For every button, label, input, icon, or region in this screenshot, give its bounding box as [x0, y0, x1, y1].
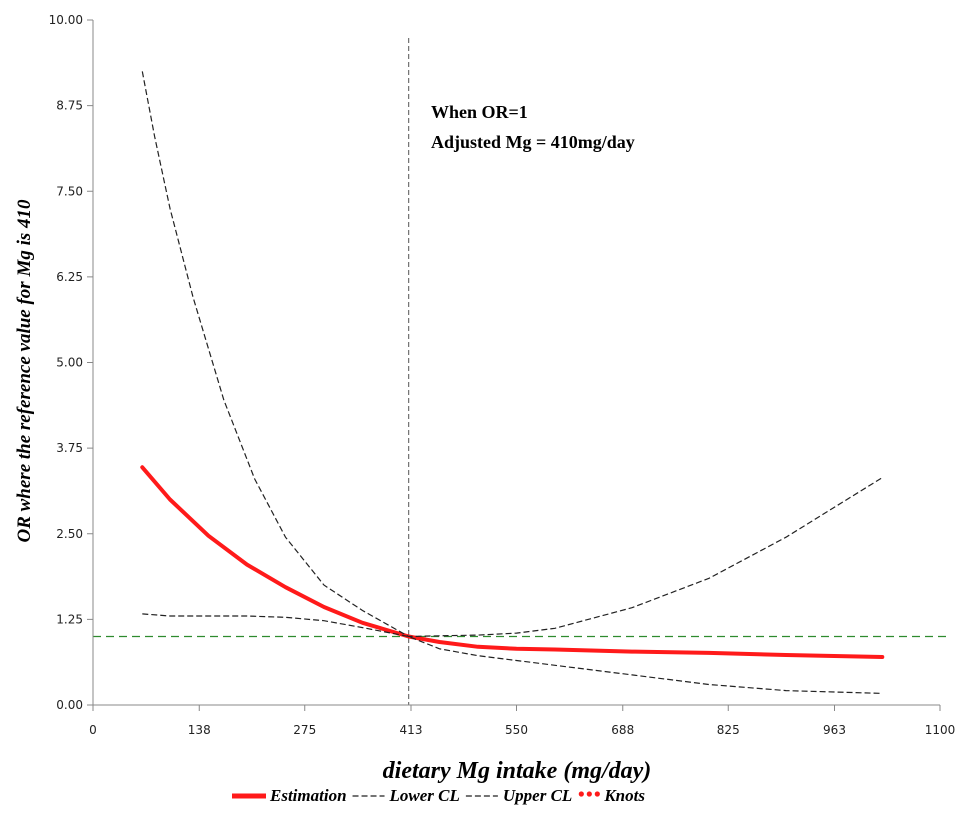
plot-area — [93, 38, 948, 705]
x-tick-label: 138 — [188, 723, 211, 737]
y-tick-label: 10.00 — [49, 13, 83, 27]
x-axis-title: dietary Mg intake (mg/day) — [383, 758, 652, 784]
y-tick-label: 2.50 — [56, 527, 83, 541]
legend-knots-label: Knots — [603, 786, 645, 805]
annotation-line-2: Adjusted Mg = 410mg/day — [431, 132, 635, 152]
legend-knots-swatch-dot — [586, 791, 592, 797]
series-lower-cl-line — [142, 613, 883, 694]
legend-knots-swatch-dot — [594, 791, 600, 797]
legend: Estimation Lower CL Upper CL Knots — [232, 786, 645, 805]
legend-upper-cl-label: Upper CL — [503, 786, 572, 805]
y-tick-label: 8.75 — [56, 99, 83, 113]
x-tick-label: 550 — [505, 723, 528, 737]
series-upper-cl-line — [141, 71, 883, 638]
y-tick-label: 6.25 — [56, 270, 83, 284]
y-axis-title: OR where the reference value for Mg is 4… — [14, 199, 35, 543]
axes: 0 138 275 413 550 688 825 963 1100 0.00 1.25 2.50 3.… — [49, 13, 956, 737]
y-tick-label: 0.00 — [56, 698, 83, 712]
x-tick-label: 825 — [717, 723, 740, 737]
x-tick-label: 1100 — [925, 723, 956, 737]
x-tick-label: 963 — [823, 723, 846, 737]
legend-knots-swatch-dot — [578, 791, 584, 797]
y-tick-label: 3.75 — [56, 441, 83, 455]
y-tick-label: 5.00 — [56, 356, 83, 370]
x-tick-label: 275 — [293, 723, 316, 737]
y-tick-label: 7.50 — [56, 184, 83, 198]
legend-lower-cl-label: Lower CL — [389, 786, 460, 805]
x-tick-label: 413 — [400, 723, 423, 737]
x-tick-label: 0 — [89, 723, 97, 737]
annotation-line-1: When OR=1 — [431, 102, 528, 122]
y-tick-label: 1.25 — [56, 612, 83, 626]
x-tick-label: 688 — [611, 723, 634, 737]
series-estimation-line — [140, 465, 885, 659]
legend-estimation-label: Estimation — [269, 786, 347, 805]
